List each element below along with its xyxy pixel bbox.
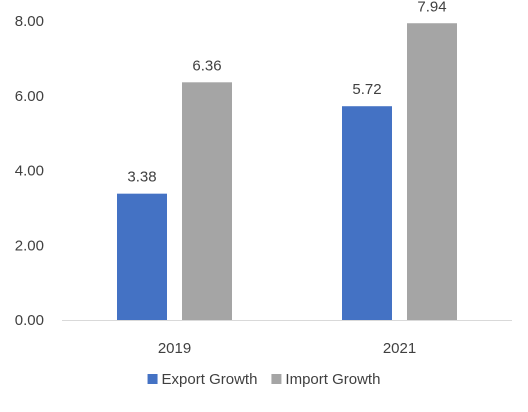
data-label: 3.38 bbox=[127, 169, 156, 186]
data-label: 5.72 bbox=[352, 81, 381, 98]
y-tick-label: 0.00 bbox=[15, 312, 44, 329]
y-tick-label: 8.00 bbox=[15, 13, 44, 30]
x-axis: 2019 2021 bbox=[158, 340, 416, 357]
y-tick-label: 4.00 bbox=[15, 163, 44, 180]
legend-item-import-growth: Import Growth bbox=[271, 371, 380, 388]
data-label: 7.94 bbox=[417, 0, 446, 15]
x-tick-label: 2019 bbox=[158, 340, 191, 357]
bar-export-growth-2021 bbox=[342, 106, 392, 320]
x-tick-label: 2021 bbox=[383, 340, 416, 357]
y-tick-label: 2.00 bbox=[15, 237, 44, 254]
bar-import-growth-2019 bbox=[182, 82, 232, 320]
data-label: 6.36 bbox=[192, 57, 221, 74]
data-labels: 3.38 6.36 5.72 7.94 bbox=[127, 0, 446, 186]
legend-label: Import Growth bbox=[285, 371, 380, 388]
y-axis: 0.00 2.00 4.00 6.00 8.00 bbox=[15, 13, 44, 329]
legend-item-export-growth: Export Growth bbox=[147, 371, 258, 388]
legend-swatch bbox=[147, 374, 158, 384]
legend-label: Export Growth bbox=[162, 371, 258, 388]
bar-export-growth-2019 bbox=[117, 193, 167, 320]
y-tick-label: 6.00 bbox=[15, 88, 44, 105]
legend-swatch bbox=[271, 374, 282, 384]
bar-import-growth-2021 bbox=[407, 23, 457, 321]
bars bbox=[117, 23, 457, 321]
legend: Export Growth Import Growth bbox=[147, 371, 380, 388]
